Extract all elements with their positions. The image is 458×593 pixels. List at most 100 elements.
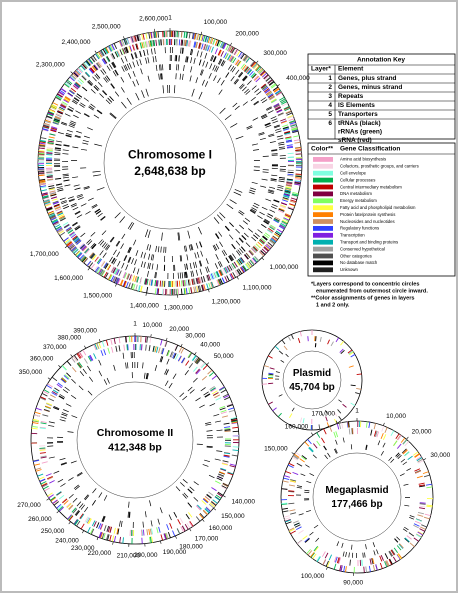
gene-mark xyxy=(75,239,81,244)
gene-mark xyxy=(117,528,120,535)
key-layer: 6 xyxy=(328,120,332,127)
gene-mark xyxy=(249,249,255,255)
gene-mark xyxy=(365,566,367,573)
gene-mark xyxy=(285,187,292,190)
gene-mark xyxy=(213,413,220,417)
gene-mark xyxy=(81,75,87,80)
gene-mark xyxy=(267,191,274,194)
gene-mark xyxy=(269,141,276,143)
gene-mark xyxy=(57,187,64,190)
gene-mark xyxy=(207,274,211,281)
gene-mark xyxy=(254,245,260,250)
key-header: Layer* xyxy=(311,66,331,73)
gene-mark xyxy=(54,116,61,120)
gene-mark xyxy=(143,261,146,268)
gene-mark xyxy=(132,275,135,282)
gene-mark xyxy=(186,32,188,39)
tick-mark xyxy=(383,422,385,426)
gene-mark xyxy=(215,66,220,73)
tick-label: 150,000 xyxy=(264,445,288,452)
gene-mark xyxy=(181,358,186,364)
gene-mark xyxy=(212,38,216,45)
gene-mark xyxy=(44,120,51,124)
gene-mark xyxy=(87,59,92,65)
gene-mark xyxy=(208,474,215,479)
gene-mark xyxy=(271,84,277,89)
gene-mark xyxy=(413,523,420,527)
gene-mark xyxy=(113,364,116,371)
gene-mark xyxy=(249,60,255,67)
gene-mark xyxy=(200,34,203,41)
gene-mark xyxy=(87,80,93,86)
gene-mark xyxy=(38,476,45,480)
gene-mark xyxy=(58,91,64,96)
gene-mark xyxy=(98,523,102,530)
gene-mark xyxy=(68,505,74,510)
gene-mark xyxy=(328,554,332,561)
gene-mark xyxy=(62,365,67,371)
gene-mark xyxy=(45,405,51,409)
gene-mark xyxy=(123,280,127,287)
gene-mark xyxy=(343,565,346,572)
gene-mark xyxy=(346,421,349,428)
color-label: Energy metabolism xyxy=(340,198,377,203)
gene-mark xyxy=(39,139,46,142)
gene-mark xyxy=(181,39,184,46)
gene-mark xyxy=(269,367,275,370)
gene-mark xyxy=(100,350,104,357)
gene-mark xyxy=(139,50,142,57)
gene-mark xyxy=(263,74,269,79)
gene-mark xyxy=(149,528,152,535)
gene-mark xyxy=(241,266,246,272)
gene-mark xyxy=(47,210,54,214)
gene-mark xyxy=(61,413,68,417)
gene-mark xyxy=(403,483,409,486)
gene-mark xyxy=(224,429,231,431)
gene-mark xyxy=(60,416,67,419)
gene-mark xyxy=(229,273,234,280)
gene-mark xyxy=(253,202,260,206)
gene-mark xyxy=(230,123,238,128)
gene-mark xyxy=(50,128,57,131)
gene-mark xyxy=(70,120,77,124)
gene-mark xyxy=(147,262,150,269)
gene-mark xyxy=(50,217,57,221)
gene-mark xyxy=(269,81,275,86)
gene-mark xyxy=(260,250,266,255)
gene-mark xyxy=(224,430,231,432)
gene-mark xyxy=(160,64,162,71)
gene-mark xyxy=(87,390,93,396)
gene-mark xyxy=(90,528,95,535)
gene-mark xyxy=(225,44,230,51)
gene-mark xyxy=(139,277,143,284)
gene-mark xyxy=(88,68,94,74)
gene-mark xyxy=(98,51,103,57)
gene-mark xyxy=(44,487,50,492)
gene-mark xyxy=(205,275,209,282)
gene-mark xyxy=(57,478,64,483)
gene-mark xyxy=(74,225,80,230)
gene-mark xyxy=(50,217,57,221)
gene-mark xyxy=(239,83,244,89)
gene-mark xyxy=(69,76,75,82)
gene-mark xyxy=(188,352,193,359)
gene-mark xyxy=(193,366,198,372)
gene-mark xyxy=(278,207,285,211)
gene-mark xyxy=(365,544,367,550)
gene-mark xyxy=(73,97,80,102)
gene-mark xyxy=(231,420,238,423)
gene-mark xyxy=(239,258,244,264)
gene-mark xyxy=(285,139,292,142)
gene-mark xyxy=(110,53,114,60)
gene-mark xyxy=(203,497,209,503)
gene-mark xyxy=(64,184,71,187)
gene-mark xyxy=(342,437,345,443)
gene-mark xyxy=(270,224,276,229)
gene-mark xyxy=(219,269,224,276)
gene-mark xyxy=(74,237,80,243)
gene-mark xyxy=(53,120,59,124)
gene-mark xyxy=(202,43,206,50)
gene-mark xyxy=(72,85,78,91)
gene-mark xyxy=(81,64,87,70)
gene-mark xyxy=(142,362,144,369)
